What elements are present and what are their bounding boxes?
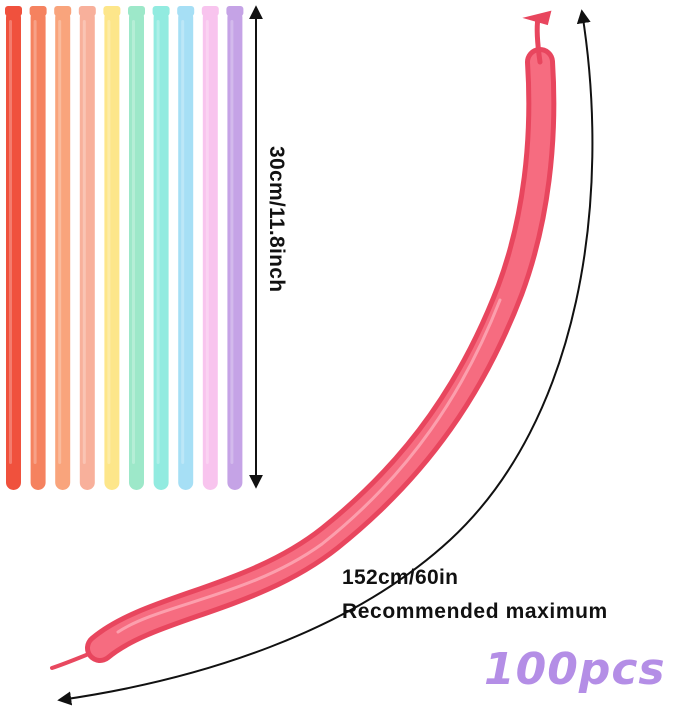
balloon-highlight — [181, 20, 185, 464]
uninflated-balloon — [29, 6, 47, 490]
balloon-highlight — [132, 20, 135, 464]
uninflated-balloons-group — [5, 6, 244, 490]
inflated-length-label: 152cm/60in — [342, 566, 459, 589]
balloon-stick — [227, 10, 243, 490]
balloon-neck — [152, 6, 170, 16]
inflated-balloon — [50, 10, 557, 670]
balloon-stick — [129, 10, 144, 490]
balloon-stick — [55, 10, 71, 490]
uninflated-balloon — [5, 6, 22, 490]
balloon-highlight — [82, 20, 86, 464]
uninflated-balloon — [128, 6, 145, 490]
balloon-stick — [30, 10, 46, 490]
balloon-neck — [201, 6, 219, 16]
balloon-stick — [6, 10, 21, 490]
uninflated-balloon — [152, 6, 170, 490]
balloon-neck — [5, 6, 22, 16]
uninflated-balloon — [201, 6, 219, 490]
balloon-highlight — [156, 20, 160, 464]
uninflated-balloon — [78, 6, 96, 490]
uninflated-balloon — [177, 6, 195, 490]
uninflated-balloon — [226, 6, 244, 490]
balloon-highlight — [9, 20, 12, 464]
balloon-stick — [202, 10, 218, 490]
balloon-neck — [29, 6, 47, 16]
inflated-note-label: Recommended maximum — [342, 600, 608, 623]
balloon-neck — [226, 6, 244, 16]
balloon-highlight — [33, 20, 37, 464]
balloon-stick — [104, 10, 120, 490]
balloon-highlight — [230, 20, 234, 464]
quantity-label: 100pcs — [484, 644, 666, 695]
uninflated-balloon — [103, 6, 121, 490]
balloon-neck — [54, 6, 72, 16]
balloon-neck — [128, 6, 145, 16]
length-dimension-arrow — [57, 9, 594, 706]
balloon-neck — [78, 6, 96, 16]
balloon-stick — [153, 10, 169, 490]
balloon-highlight — [107, 20, 111, 464]
balloon-neck — [177, 6, 195, 16]
balloon-neck — [103, 6, 121, 16]
balloon-highlight — [205, 20, 209, 464]
short-length-label: 30cm/11.8inch — [265, 146, 288, 293]
balloon-highlight — [58, 20, 62, 464]
uninflated-balloon — [54, 6, 72, 490]
balloon-stick — [79, 10, 95, 490]
balloon-stick — [178, 10, 194, 490]
